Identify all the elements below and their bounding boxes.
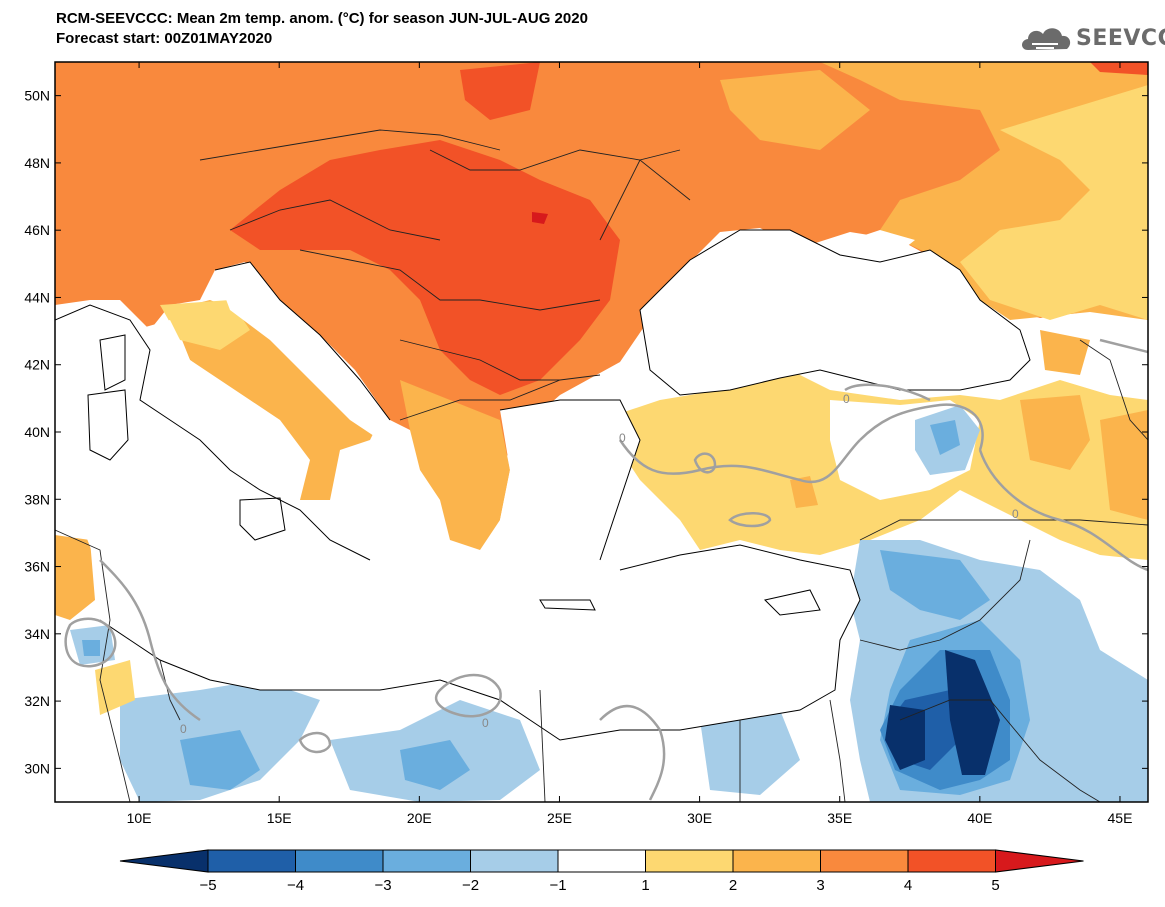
colorbar-bin <box>995 849 1084 873</box>
anomaly-region-turkey-2b <box>1100 410 1148 520</box>
anomaly-region-italy-north-2 <box>160 300 250 350</box>
country-borders <box>55 129 1148 802</box>
lat-tick-label: 40N <box>24 424 50 440</box>
lon-tick-label: 10E <box>127 810 152 826</box>
anomaly-region-turkey-2c <box>790 476 818 508</box>
colorbar-bin <box>820 849 909 873</box>
colorbar-bin <box>382 849 471 873</box>
colorbar-label: −3 <box>374 877 391 894</box>
anomaly-region-east-turkey-cold-2 <box>930 420 960 455</box>
contour-label: 0 <box>482 716 489 730</box>
lon-tick-label: 40E <box>967 810 992 826</box>
colorbar-bin <box>907 849 996 873</box>
map-title: RCM-SEEVCCC: Mean 2m temp. anom. (°C) fo… <box>56 10 588 27</box>
lon-tick-label: 25E <box>547 810 572 826</box>
anomaly-region-levant-cold-2 <box>880 550 990 620</box>
black-sea <box>640 230 1030 395</box>
lat-tick-label: 46N <box>24 222 50 238</box>
azov-sea <box>835 230 915 262</box>
lat-tick-label: 50N <box>24 88 50 104</box>
anomaly-region-iraq-cold-5 <box>945 650 1000 775</box>
anomaly-region-jordan-cold-5 <box>885 705 925 770</box>
anomaly-region-caucasus-2 <box>1040 330 1090 375</box>
anomaly-region-turkey-2a <box>1020 395 1090 470</box>
colorbar-label: 1 <box>641 877 649 894</box>
forecast-start-label: Forecast start: 00Z01MAY2020 <box>56 30 273 47</box>
colorbar-label: −5 <box>199 877 216 894</box>
cloud-icon <box>1022 28 1071 50</box>
colorbar-bin <box>119 849 209 873</box>
anomaly-region-egypt-cold <box>700 710 800 795</box>
anomaly-region-east-1 <box>960 85 1148 320</box>
zero-contours <box>64 338 1148 801</box>
anomaly-region-iraq-cold-1b <box>1080 680 1148 802</box>
lon-tick-label: 45E <box>1108 810 1133 826</box>
contour-label: 0 <box>1012 507 1019 521</box>
mediterranean-sea <box>55 305 860 740</box>
lon-tick-label: 35E <box>827 810 852 826</box>
contour-label: 0 <box>843 392 850 406</box>
anomaly-region-ne-5 <box>1090 62 1148 75</box>
lat-tick-label: 42N <box>24 357 50 373</box>
anomaly-region-cyrenaica-cold-2 <box>400 740 470 790</box>
lat-tick-label: 34N <box>24 626 50 642</box>
colorbar-bin <box>470 849 559 873</box>
aegean-sea <box>500 400 640 580</box>
lat-tick-label: 32N <box>24 693 50 709</box>
latitude-axis: 50N 48N 46N 44N 42N 40N 38N 36N 34N 32N 30N <box>24 88 1148 776</box>
colorbar-label: −4 <box>287 877 304 894</box>
logo-text: SEEVCCC <box>1076 26 1165 51</box>
adriatic-sea <box>215 262 390 440</box>
colorbar-label: 3 <box>816 877 824 894</box>
anomaly-region-tunisia-cold-2 <box>82 640 100 656</box>
anomaly-region-algeria-warm <box>55 535 95 620</box>
lat-tick-label: 38N <box>24 491 50 507</box>
anomaly-region-italy <box>170 300 380 500</box>
colorbar-label: 4 <box>904 877 912 894</box>
colorbar-bin <box>645 849 734 873</box>
anomaly-region-greece <box>400 380 510 550</box>
colorbar-bin <box>207 849 296 873</box>
seevccc-logo: SEEVCCC <box>1018 22 1165 56</box>
tyrrhenian-sea <box>135 320 300 500</box>
anomaly-region-romania-5 <box>532 212 548 224</box>
colorbar-label: 5 <box>991 877 999 894</box>
colorbar-bin <box>295 849 384 873</box>
coastlines <box>55 229 1031 741</box>
lon-tick-label: 30E <box>687 810 712 826</box>
colorbar-label: −1 <box>549 877 566 894</box>
anomaly-region-carpathian-4 <box>460 62 540 120</box>
contour-label: 0 <box>619 431 626 445</box>
contour-label: 0 <box>180 722 187 736</box>
anomaly-region-balkans-4 <box>230 140 620 395</box>
lon-tick-label: 20E <box>407 810 432 826</box>
lat-tick-label: 44N <box>24 289 50 305</box>
colorbar-label: −2 <box>462 877 479 894</box>
lat-tick-label: 30N <box>24 760 50 776</box>
longitude-axis: 10E 15E 20E 25E 30E 35E 40E 45E <box>127 62 1133 826</box>
anomaly-region-ukraine-2 <box>720 70 870 150</box>
colorbar: −5 −4 −3 −2 −1 1 2 3 4 5 <box>119 849 1084 894</box>
lat-tick-label: 36N <box>24 559 50 575</box>
map-area: 0 0 0 0 0 <box>55 62 1148 802</box>
colorbar-bin <box>732 849 821 873</box>
anomaly-region-libya-cold-2 <box>180 730 260 790</box>
colorbar-bin <box>557 849 646 873</box>
lat-tick-label: 48N <box>24 155 50 171</box>
lon-tick-label: 15E <box>267 810 292 826</box>
colorbar-label: 2 <box>729 877 737 894</box>
